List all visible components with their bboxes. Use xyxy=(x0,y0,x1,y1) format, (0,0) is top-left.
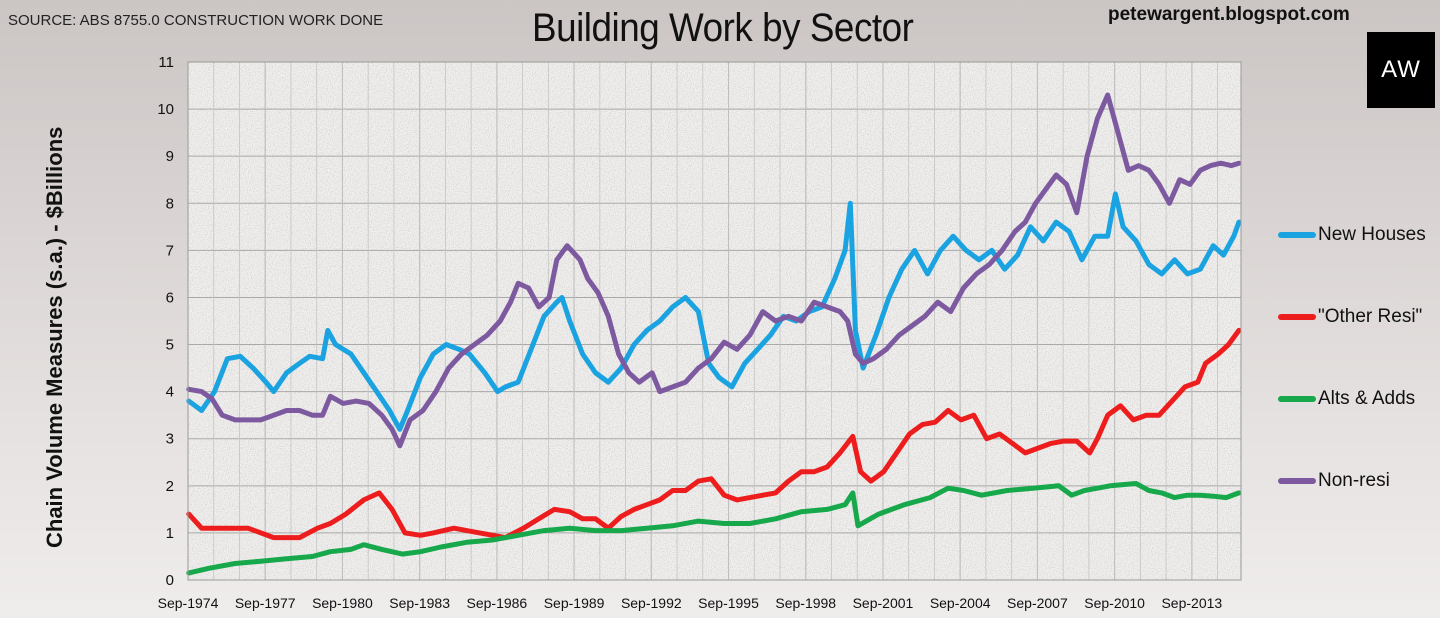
x-tick-label: Sep-2010 xyxy=(1084,595,1145,611)
legend-label: New Houses xyxy=(1318,224,1426,245)
legend-swatch xyxy=(1278,396,1316,402)
y-tick-label: 7 xyxy=(166,242,174,259)
y-tick-label: 9 xyxy=(166,148,174,165)
blog-credit: petewargent.blogspot.com xyxy=(1108,4,1350,25)
x-tick-label: Sep-1983 xyxy=(389,595,450,611)
source-note: SOURCE: ABS 8755.0 CONSTRUCTION WORK DON… xyxy=(8,12,384,29)
y-tick-label: 5 xyxy=(166,337,174,354)
chart-title: Building Work by Sector xyxy=(532,6,914,50)
y-tick-labels: 0 1 2 3 4 5 6 7 8 9 10 11 xyxy=(157,54,174,589)
plot-texture xyxy=(188,62,1241,580)
x-tick-label: Sep-1989 xyxy=(544,595,605,611)
legend-swatch xyxy=(1278,478,1316,484)
series-line-other-resi xyxy=(186,327,1242,541)
y-tick-label: 6 xyxy=(166,289,174,306)
aw-logo: AW xyxy=(1367,32,1435,108)
y-tick-label: 0 xyxy=(166,572,174,589)
legend-swatch xyxy=(1278,314,1316,320)
y-tick-label: 8 xyxy=(166,195,174,212)
legend-label: Alts & Adds xyxy=(1318,388,1416,409)
x-tick-label: Sep-2004 xyxy=(930,595,991,611)
series-lines xyxy=(186,92,1242,576)
series-line-non-resi xyxy=(186,92,1242,449)
x-tick-label: Sep-1986 xyxy=(467,595,528,611)
legend-label: Non-resi xyxy=(1318,470,1390,491)
x-tick-label: Sep-1974 xyxy=(158,595,219,611)
x-tick-label: Sep-2001 xyxy=(853,595,914,611)
x-tick-label: Sep-1977 xyxy=(235,595,296,611)
y-tick-label: 10 xyxy=(157,101,174,118)
series-line-alts-adds xyxy=(186,481,1242,576)
y-tick-label: 4 xyxy=(166,384,174,401)
x-tick-label: Sep-1980 xyxy=(312,595,373,611)
x-tick-labels: Sep-1974 Sep-1977 Sep-1980 Sep-1983 Sep-1986… xyxy=(158,595,1223,611)
x-tick-label: Sep-1992 xyxy=(621,595,682,611)
legend-swatch xyxy=(1278,232,1316,238)
x-tick-label: Sep-2013 xyxy=(1161,595,1222,611)
y-tick-label: 1 xyxy=(166,525,174,542)
x-tick-label: Sep-1998 xyxy=(775,595,836,611)
grid-lines xyxy=(187,61,1241,581)
y-tick-label: 11 xyxy=(158,54,174,71)
x-tick-label: Sep-2007 xyxy=(1007,595,1068,611)
legend-label: "Other Resi" xyxy=(1318,306,1423,327)
plot-border xyxy=(187,61,1242,581)
y-tick-label: 3 xyxy=(166,431,174,448)
y-tick-label: 2 xyxy=(166,478,174,495)
x-tick-label: Sep-1995 xyxy=(698,595,759,611)
series-line-new-houses xyxy=(186,191,1242,432)
